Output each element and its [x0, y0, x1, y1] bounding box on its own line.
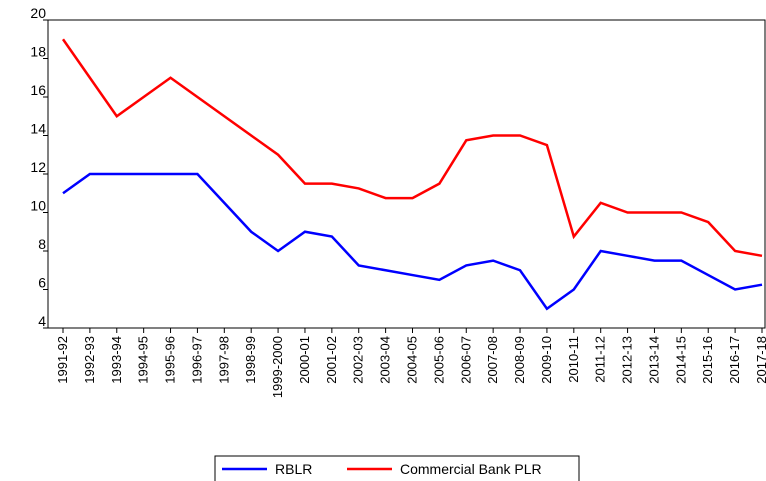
x-tick-label: 2012-13 — [620, 336, 635, 384]
x-tick-label: 2010-11 — [566, 336, 581, 383]
x-tick-label: 1999-2000 — [270, 336, 285, 398]
x-tick-label: 2000-01 — [297, 336, 312, 384]
x-tick-label: 1996-97 — [189, 336, 204, 384]
y-tick-label: 6 — [38, 275, 46, 291]
x-tick-label: 2005-06 — [431, 336, 446, 384]
y-tick-label: 8 — [38, 236, 46, 252]
y-tick-label: 18 — [30, 44, 46, 60]
x-tick-label: 2016-17 — [727, 336, 742, 384]
line-series — [62, 172, 763, 311]
x-tick-label: 2006-07 — [458, 336, 473, 384]
x-tick-label: 2003-04 — [378, 336, 393, 384]
y-tick-label: 12 — [30, 159, 46, 175]
x-tick-label: 2014-15 — [673, 336, 688, 384]
line-series — [61, 38, 763, 258]
x-tick-label: 1998-99 — [243, 336, 258, 384]
x-tick-label: 2007-08 — [485, 336, 500, 384]
y-tick-label: 4 — [38, 313, 46, 329]
x-tick-label: 1991-92 — [55, 336, 70, 384]
y-tick-label: 14 — [30, 121, 46, 137]
x-tick-label: 2009-10 — [539, 336, 554, 384]
legend-label: RBLR — [275, 461, 312, 477]
legend-label: Commercial Bank PLR — [400, 461, 542, 477]
x-tick-label: 1997-98 — [216, 336, 231, 384]
x-tick-label: 2001-02 — [324, 336, 339, 384]
x-tick-label: 2008-09 — [512, 336, 527, 384]
x-tick-label: 1993-94 — [109, 336, 124, 384]
x-tick-label: 2002-03 — [351, 336, 366, 384]
y-tick-label: 16 — [30, 82, 46, 98]
x-tick-label: 2004-05 — [405, 336, 420, 384]
y-tick-label: 20 — [30, 5, 46, 21]
x-tick-label: 2013-14 — [646, 336, 661, 384]
x-tick-label: 1995-96 — [163, 336, 178, 384]
x-tick-label: 2017-18 — [754, 336, 766, 384]
x-tick-label: 2015-16 — [700, 336, 715, 384]
y-tick-label: 10 — [30, 198, 46, 214]
x-tick-label: 1994-95 — [136, 336, 151, 384]
x-tick-label: 2011-12 — [593, 336, 608, 383]
legend-box — [214, 455, 580, 481]
x-tick-label: 1992-93 — [82, 336, 97, 384]
